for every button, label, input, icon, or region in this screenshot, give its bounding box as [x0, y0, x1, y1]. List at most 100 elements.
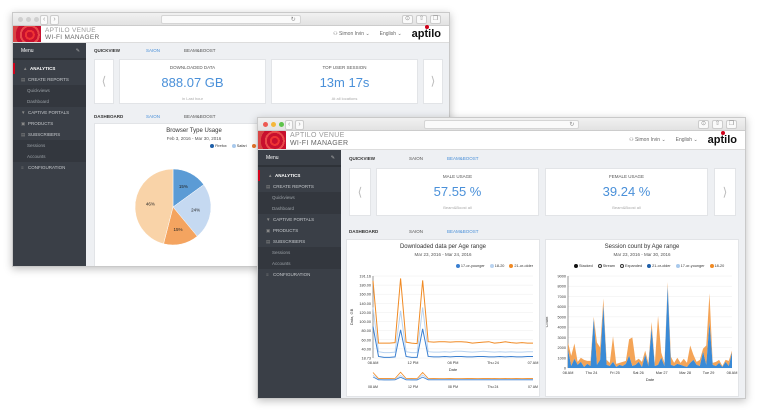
window-controls[interactable] — [18, 17, 39, 22]
aptilo-logo: aptilo — [707, 131, 737, 146]
y-tick-label: 100.00 — [359, 320, 371, 324]
y-tick-label: 8000 — [558, 285, 566, 289]
y-tick-label: 40.00 — [361, 347, 371, 351]
y-tick-label: 0 — [564, 367, 566, 371]
x-tick-label: 07 AM — [528, 361, 539, 365]
pin-icon[interactable]: ✎ — [75, 48, 80, 54]
tab-saion[interactable]: SAION — [409, 156, 424, 161]
chart-icon: ▲ — [23, 66, 28, 71]
share-icon[interactable]: ⇧ — [416, 15, 427, 24]
app-header: APTILO VENUE WI-FI MANAGER ⚇ Simon Irvin … — [13, 25, 449, 43]
sidebar-item-configuration[interactable]: ≡ CONFIGURATION — [258, 269, 341, 280]
sidebar-item-subscribers[interactable]: ▤ SUBSCRIBERS — [258, 236, 341, 247]
sidebar-item-subscribers[interactable]: ▤ SUBSCRIBERS — [13, 129, 86, 140]
sidebar-item-products[interactable]: ▣ PRODUCTS — [258, 225, 341, 236]
tab-beamboost[interactable]: BEAM&BOOST — [184, 48, 216, 53]
navigator-series-17-or-younger — [372, 376, 533, 381]
tab-beamboost[interactable]: BEAM&BOOST — [184, 114, 216, 119]
sidebar-item-configuration[interactable]: ≡ CONFIGURATION — [13, 162, 86, 173]
area-plot: 900080007000600050004000300020001000008 … — [546, 275, 737, 383]
quickview-card: MALE USAGE 57.55 % Beam&Boost all — [376, 168, 539, 216]
forward-button[interactable]: › — [295, 120, 304, 130]
tab-saion[interactable]: SAION — [146, 48, 161, 53]
navigator-series-18-20 — [372, 374, 533, 380]
carousel-next[interactable]: ⟩ — [423, 59, 443, 104]
back-button[interactable]: ‹ — [285, 120, 294, 130]
chart-subtitle: Feb 3, 2016 - Mar 30, 2016 — [166, 136, 222, 141]
x-axis-label: Date — [449, 367, 458, 372]
sidebar-item-captive-portals[interactable]: ▼ CAPTIVE PORTALS — [258, 214, 341, 225]
tab-saion[interactable]: SAION — [409, 229, 424, 234]
sidebar-item-dashboard[interactable]: Dashboard — [13, 96, 86, 107]
y-tick-label: 1000 — [558, 356, 566, 360]
tab-beamboost[interactable]: BEAM&BOOST — [447, 229, 479, 234]
carousel-prev[interactable]: ⟨ — [349, 168, 371, 216]
x-tick-label: Tue 29 — [703, 371, 715, 375]
navigator-tick-label: 08 PM — [448, 385, 458, 389]
pin-icon[interactable]: ✎ — [330, 155, 335, 161]
sidebar-item-quickviews[interactable]: Quickviews — [258, 192, 341, 203]
sidebar-item-create-reports[interactable]: ▤ CREATE REPORTS — [258, 181, 341, 192]
wifi-icon: ▼ — [266, 217, 271, 222]
legend-item[interactable]: 17-or-younger — [455, 264, 485, 268]
menu-header: Menu ✎ — [13, 43, 86, 60]
legend-item[interactable]: Stacked — [574, 264, 593, 268]
forward-button[interactable]: › — [50, 15, 59, 25]
legend-item[interactable]: Expanded — [619, 264, 642, 268]
legend-item[interactable]: Stream — [597, 264, 615, 268]
legend-item[interactable]: 18-20 — [709, 264, 724, 268]
y-tick-label: 9000 — [558, 275, 566, 279]
carousel-prev[interactable]: ⟨ — [94, 59, 114, 104]
address-bar[interactable]: ↻ — [161, 15, 301, 24]
legend-item[interactable]: 21-or-older — [647, 264, 671, 268]
legend-item[interactable]: 18-20 — [489, 264, 504, 268]
download-icon[interactable]: ⊙ — [402, 15, 413, 24]
sidebar-item-create-reports[interactable]: ▤ CREATE REPORTS — [13, 74, 86, 85]
navigator-tick-label: 08 AM — [368, 385, 378, 389]
sidebar-item-accounts[interactable]: Accounts — [13, 151, 86, 162]
tabs-icon[interactable]: ❐ — [726, 120, 737, 129]
legend-item[interactable]: Firefox — [210, 144, 227, 148]
tab-saion[interactable]: SAION — [146, 114, 161, 119]
x-tick-label: 08 AM — [368, 361, 379, 365]
chart-icon: ▲ — [268, 173, 273, 178]
y-tick-label: 180.00 — [359, 284, 371, 288]
address-bar[interactable]: ↻ — [423, 120, 580, 129]
sidebar-item-captive-portals[interactable]: ▼ CAPTIVE PORTALS — [13, 107, 86, 118]
x-tick-label: 12 PM — [408, 361, 419, 365]
language-select[interactable]: English ⌄ — [675, 137, 698, 143]
y-tick-label: 160.00 — [359, 293, 371, 297]
user-menu[interactable]: ⚇ Simon Irvin ⌄ — [629, 137, 666, 143]
x-axis-label: Date — [646, 377, 655, 382]
legend-item[interactable]: Safari — [231, 144, 247, 148]
x-tick-label: Mar 27 — [656, 371, 668, 375]
chart-title: Browser Type Usage — [166, 128, 222, 134]
window-controls[interactable] — [263, 122, 284, 127]
users-icon: ▤ — [266, 239, 271, 244]
y-tick-label: 6000 — [558, 305, 566, 309]
sidebar-item-accounts[interactable]: Accounts — [258, 258, 341, 269]
sidebar-item-quickviews[interactable]: Quickviews — [13, 85, 86, 96]
legend-item[interactable]: 21-or-older — [509, 264, 533, 268]
y-tick-label: 120.00 — [359, 311, 371, 315]
legend-item[interactable]: 17-or-younger — [675, 264, 705, 268]
download-icon[interactable]: ⊙ — [698, 120, 709, 129]
user-menu[interactable]: ⚇ Simon Irvin ⌄ — [333, 31, 370, 37]
sidebar-item-analytics[interactable]: ▲ ANALYTICS — [258, 170, 341, 181]
back-button[interactable]: ‹ — [40, 15, 49, 25]
target-icon — [258, 131, 286, 149]
sidebar-item-sessions[interactable]: Sessions — [258, 247, 341, 258]
share-icon[interactable]: ⇧ — [712, 120, 723, 129]
language-select[interactable]: English ⌄ — [379, 31, 402, 37]
close-button — [263, 122, 268, 127]
sidebar-item-products[interactable]: ▣ PRODUCTS — [13, 118, 86, 129]
y-tick-label: 80.00 — [361, 329, 371, 333]
bag-icon: ▣ — [21, 121, 26, 126]
tabs-icon[interactable]: ❐ — [430, 15, 441, 24]
sidebar-item-dashboard[interactable]: Dashboard — [258, 203, 341, 214]
sidebar-item-analytics[interactable]: ▲ ANALYTICS — [13, 63, 86, 74]
pie-label: 15% — [173, 227, 182, 232]
carousel-next[interactable]: ⟩ — [714, 168, 736, 216]
sidebar-item-sessions[interactable]: Sessions — [13, 140, 86, 151]
tab-beamboost[interactable]: BEAM&BOOST — [447, 156, 479, 161]
